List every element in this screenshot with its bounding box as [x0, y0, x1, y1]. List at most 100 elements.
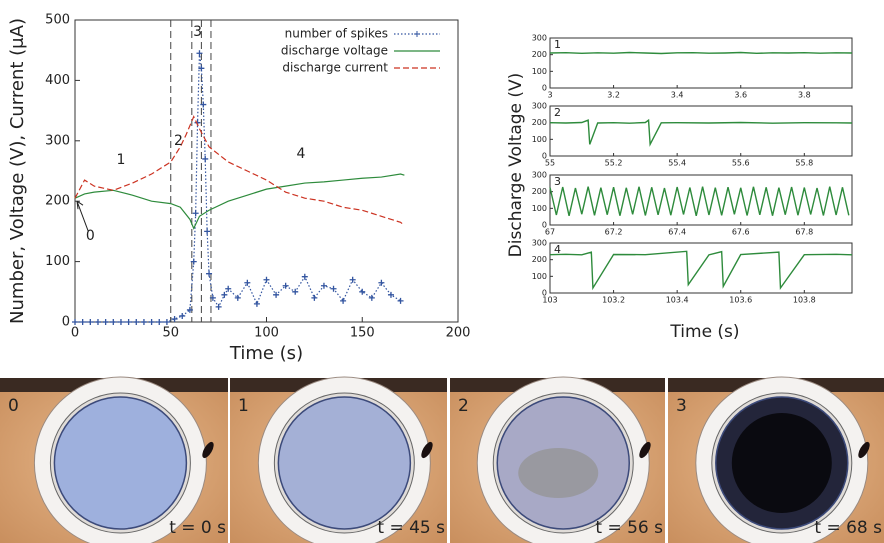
probe-mark	[202, 441, 214, 459]
x-tick-label: 100	[254, 326, 279, 341]
spike-marker	[171, 315, 178, 322]
photo-time: t = 56 s	[595, 518, 663, 538]
voltage-trace	[549, 118, 853, 147]
x-tick-label: 3	[547, 91, 552, 100]
series-line	[74, 115, 405, 226]
y-tick-label: 500	[45, 13, 70, 28]
spike-marker	[204, 228, 211, 235]
photo-label: 1	[238, 396, 249, 416]
spike-marker	[79, 319, 86, 325]
x-tick-label: 67.4	[668, 228, 686, 237]
y-tick-label: 200	[532, 187, 547, 196]
spike-marker	[263, 276, 270, 283]
spike-marker	[234, 294, 241, 301]
phase-label: 3	[193, 24, 202, 40]
photo-strip: 0 t = 0 s 1 t = 45 s 2 t = 56 s 3 t = 68 s	[0, 376, 884, 543]
spike-marker	[340, 297, 347, 304]
x-tick-label: 67.2	[605, 228, 623, 237]
probe-mark	[639, 441, 651, 459]
spike-marker	[215, 303, 222, 310]
x-axis-title: Time (s)	[669, 322, 739, 342]
y-tick-label: 200	[532, 50, 547, 59]
spike-marker	[311, 294, 318, 301]
y-tick-label: 100	[532, 67, 547, 76]
spike-marker	[192, 210, 199, 217]
panel-frame	[549, 37, 853, 89]
spike-marker	[198, 65, 205, 72]
y-tick-label: 0	[542, 221, 547, 230]
voltage-trace	[549, 250, 853, 291]
panel-label: 1	[554, 38, 561, 51]
spike-marker	[273, 291, 280, 298]
x-tick-label: 103	[542, 296, 557, 305]
series-line	[74, 173, 405, 230]
spike-marker	[125, 319, 132, 325]
panel-label: 3	[554, 175, 561, 188]
x-tick-label: 3.2	[607, 91, 620, 100]
spike-marker	[94, 319, 101, 325]
spike-marker	[190, 258, 197, 265]
phase-label: 2	[174, 133, 183, 149]
voltage-trace	[549, 186, 850, 216]
legend-label: discharge voltage	[281, 44, 388, 58]
spike-marker	[196, 50, 203, 57]
x-tick-label: 150	[350, 326, 375, 341]
sample-disk	[53, 396, 188, 530]
series-line	[75, 53, 401, 323]
y-tick-label: 100	[532, 204, 547, 213]
y-tick-label: 0	[542, 152, 547, 161]
legend-marker	[414, 31, 420, 37]
y-tick-label: 200	[45, 194, 70, 209]
y-tick-label: 300	[532, 34, 547, 43]
y-tick-label: 0	[62, 315, 70, 330]
x-tick-label: 200	[446, 326, 471, 341]
y-tick-label: 100	[532, 135, 547, 144]
spike-marker	[117, 319, 124, 325]
dark-spot	[731, 413, 832, 513]
y-tick-label: 300	[532, 102, 547, 111]
x-tick-label: 55.6	[732, 159, 750, 168]
y-tick-label: 0	[542, 289, 547, 298]
spike-marker	[186, 306, 193, 313]
x-tick-label: 103.6	[729, 296, 752, 305]
spike-marker	[349, 276, 356, 283]
probe-mark	[858, 441, 870, 459]
spike-marker	[244, 279, 251, 286]
spike-marker	[253, 300, 260, 307]
y-axis-title: Number, Voltage (V), Current (μA)	[7, 18, 28, 324]
y-tick-label: 200	[532, 118, 547, 127]
probe-mark	[421, 441, 433, 459]
haze	[518, 448, 599, 498]
spike-marker	[209, 294, 216, 301]
spike-marker	[320, 282, 327, 289]
legend-label: discharge current	[282, 61, 388, 75]
photo-time: t = 45 s	[377, 518, 445, 538]
x-tick-label: 67.8	[795, 228, 813, 237]
phase-label: 4	[297, 146, 306, 162]
spike-marker	[387, 291, 394, 298]
y-tick-label: 300	[532, 171, 547, 180]
x-tick-label: 50	[162, 326, 179, 341]
annotation-arrow	[76, 200, 89, 232]
spike-marker	[378, 279, 385, 286]
x-tick-label: 55	[545, 159, 555, 168]
spike-marker	[359, 288, 366, 295]
spike-marker	[102, 319, 109, 325]
spike-marker	[163, 319, 170, 325]
x-tick-label: 3.4	[671, 91, 684, 100]
x-tick-label: 55.4	[668, 159, 686, 168]
y-axis-title: Discharge Voltage (V)	[506, 73, 526, 258]
y-tick-label: 100	[532, 272, 547, 281]
photo-time: t = 0 s	[169, 518, 226, 538]
spike-marker	[282, 282, 289, 289]
x-tick-label: 0	[71, 326, 79, 341]
panel-frame	[549, 105, 853, 157]
photo-time: t = 68 s	[814, 518, 882, 538]
panel-label: 2	[554, 106, 561, 119]
y-tick-label: 0	[542, 84, 547, 93]
y-tick-label: 400	[45, 73, 70, 88]
spike-marker	[156, 319, 163, 325]
spike-marker	[202, 155, 209, 162]
x-tick-label: 55.8	[795, 159, 813, 168]
